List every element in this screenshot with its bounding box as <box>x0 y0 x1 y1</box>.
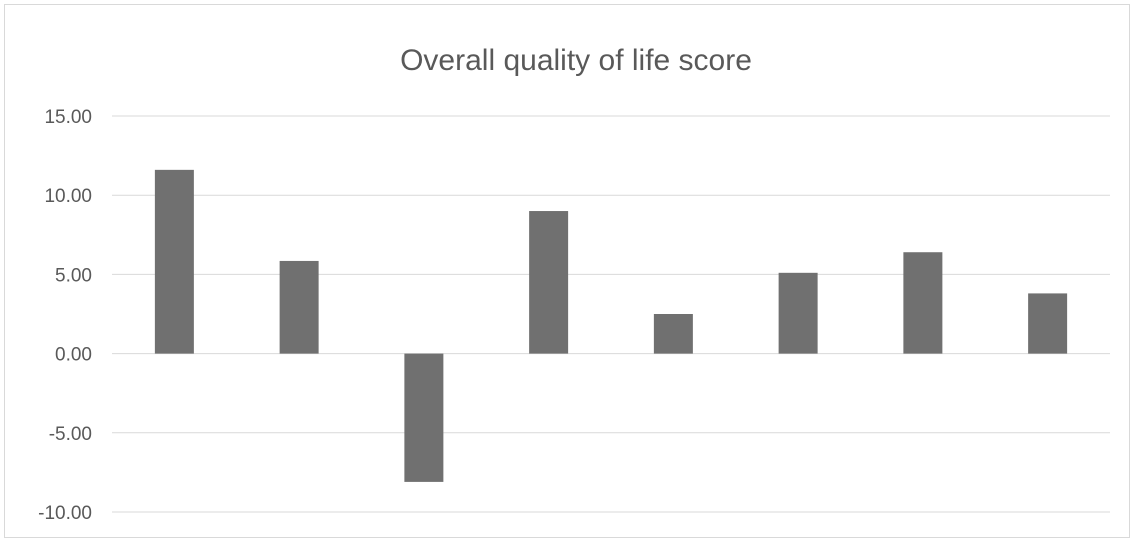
bar <box>653 314 693 354</box>
bar <box>778 272 818 354</box>
bar <box>154 169 194 354</box>
chart-title: Overall quality of life score <box>400 44 752 77</box>
y-tick-label: 5.00 <box>55 265 92 286</box>
bar <box>903 252 943 354</box>
bar <box>529 211 569 354</box>
bar <box>1028 293 1068 354</box>
bar <box>279 260 319 354</box>
gridlines <box>112 115 1110 513</box>
y-tick-label: 10.00 <box>44 186 92 207</box>
bar <box>404 353 444 482</box>
bars <box>154 169 1068 482</box>
y-tick-label: -5.00 <box>49 424 92 445</box>
y-tick-label: 0.00 <box>55 345 92 366</box>
y-axis-tick-labels: 15.00 10.00 5.00 0.00 -5.00 -10.00 <box>38 107 92 524</box>
y-tick-label: -10.00 <box>38 503 92 524</box>
y-tick-label: 15.00 <box>44 107 92 128</box>
